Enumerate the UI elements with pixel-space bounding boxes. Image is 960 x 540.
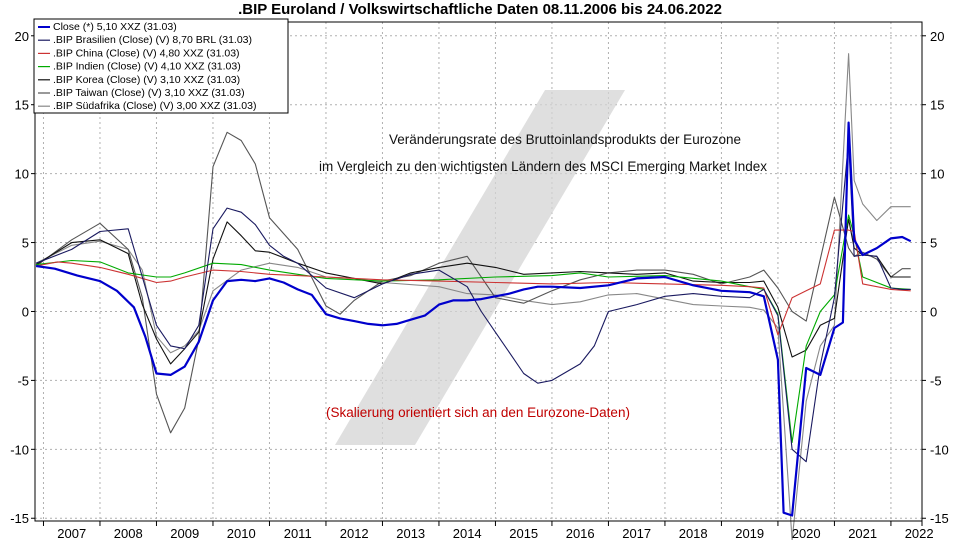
y-tick-label-left: 20 xyxy=(15,29,29,44)
plot-frame xyxy=(34,21,923,522)
series-layer xyxy=(35,53,912,540)
y-tick-label-left: 10 xyxy=(15,167,29,182)
y-tick-label-left: 5 xyxy=(22,236,29,251)
legend-box xyxy=(33,18,289,114)
legend-entry: .BIP China (Close) (V) 4,80 XXZ (31.03) xyxy=(53,47,240,59)
legend-entry: Close (*) 5,10 XXZ (31.03) xyxy=(53,21,177,33)
y-axis-left: -15 -10 -5 0 5 10 15 20 xyxy=(10,29,35,526)
x-tick-label: 2015 xyxy=(509,526,538,540)
y-axis-right: -15 -10 -5 0 5 10 15 20 xyxy=(922,29,949,526)
series-line-1 xyxy=(35,139,911,463)
series-line-5 xyxy=(35,131,911,434)
x-tick-label: 2020 xyxy=(792,526,821,540)
x-axis: 2007 2008 2009 2010 2011 2012 2013 2014 2015 2016… xyxy=(42,521,934,540)
x-tick-label: 2017 xyxy=(622,526,651,540)
legend-entry: .BIP Korea (Close) (V) 3,10 XXZ (31.03) xyxy=(53,74,240,86)
x-tick-label: 2012 xyxy=(340,526,369,540)
y-tick-label-right: 10 xyxy=(930,167,944,182)
y-tick-label-right: 5 xyxy=(930,236,937,251)
legend-entry: .BIP Taiwan (Close) (V) 3,10 XXZ (31.03) xyxy=(53,87,245,99)
x-tick-label: 2022 xyxy=(905,526,934,540)
legend: Close (*) 5,10 XXZ (31.03).BIP Brasilien… xyxy=(33,18,289,114)
legend-entry: .BIP Brasilien (Close) (V) 8,70 BRL (31.… xyxy=(53,34,252,46)
x-tick-label: 2008 xyxy=(114,526,143,540)
x-tick-label: 2019 xyxy=(735,526,764,540)
y-tick-label-left: -15 xyxy=(10,511,29,526)
watermark-slash xyxy=(335,90,625,445)
x-tick-label: 2009 xyxy=(170,526,199,540)
y-tick-label-right: 0 xyxy=(930,304,937,319)
y-tick-label-left: -10 xyxy=(10,442,29,457)
x-tick-label: 2018 xyxy=(679,526,708,540)
chart-title: .BIP Euroland / Volkswirtschaftliche Dat… xyxy=(238,1,722,18)
legend-entry: .BIP Indien (Close) (V) 4,10 XXZ (31.03) xyxy=(53,61,241,73)
x-tick-label: 2014 xyxy=(453,526,482,540)
y-tick-label-left: 15 xyxy=(15,98,29,113)
series-line-2 xyxy=(35,229,911,336)
y-tick-label-right: -5 xyxy=(930,373,942,388)
series-line-3 xyxy=(36,214,911,443)
legend-entry: .BIP Südafrika (Close) (V) 3,00 XXZ (31.… xyxy=(53,100,256,112)
y-tick-label-left: 0 xyxy=(22,304,29,319)
y-tick-label-right: -10 xyxy=(930,442,949,457)
annotation-line-2: im Vergleich zu den wichtigsten Ländern … xyxy=(319,159,767,174)
y-tick-label-right: 15 xyxy=(930,98,944,113)
x-tick-label: 2011 xyxy=(284,526,312,540)
x-tick-label: 2007 xyxy=(57,526,86,540)
x-tick-label: 2021 xyxy=(848,526,877,540)
x-tick-label: 2013 xyxy=(396,526,425,540)
x-tick-label: 2016 xyxy=(566,526,595,540)
annotation-line-1: Veränderungsrate des Bruttoinlandsproduk… xyxy=(389,132,741,147)
y-tick-label-right: 20 xyxy=(930,29,944,44)
y-tick-label-left: -5 xyxy=(17,373,29,388)
y-tick-label-right: -15 xyxy=(930,511,949,526)
series-line-0 xyxy=(35,121,912,517)
annotation-scaling-note: (Skalierung orientiert sich an den Euroz… xyxy=(326,405,630,420)
x-tick-label: 2010 xyxy=(227,526,256,540)
